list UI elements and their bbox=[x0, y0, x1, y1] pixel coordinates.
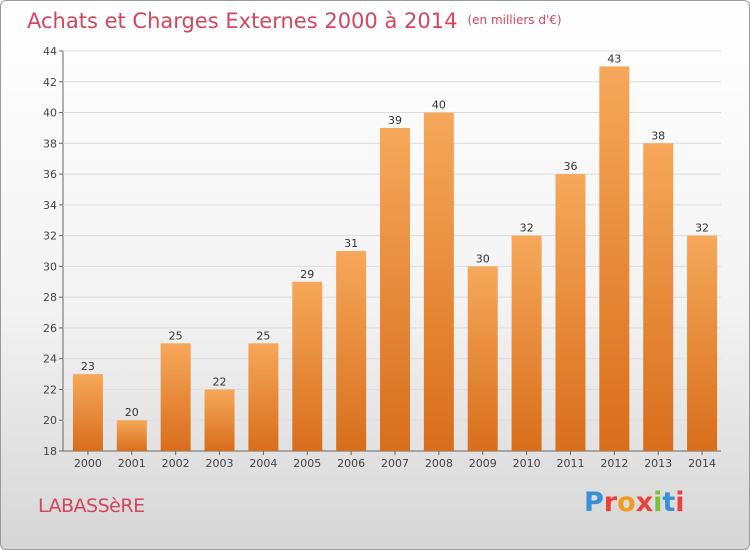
bar-value-label: 36 bbox=[563, 160, 577, 173]
bar bbox=[160, 343, 191, 451]
y-tick-label: 32 bbox=[43, 230, 57, 243]
bar-value-label: 43 bbox=[607, 52, 621, 65]
logo-letter: i bbox=[675, 487, 685, 518]
y-tick-label: 22 bbox=[43, 383, 57, 396]
bar bbox=[599, 66, 630, 451]
bar bbox=[248, 343, 279, 451]
bar bbox=[687, 235, 718, 451]
bar-value-label: 22 bbox=[213, 375, 227, 388]
x-tick-label: 2002 bbox=[162, 457, 190, 470]
x-tick-label: 2008 bbox=[425, 457, 453, 470]
chart-title: Achats et Charges Externes 2000 à 2014 (e… bbox=[27, 9, 562, 33]
y-tick-label: 44 bbox=[43, 45, 57, 58]
bar bbox=[423, 112, 454, 452]
bar-value-label: 31 bbox=[344, 237, 358, 250]
x-tick-label: 2004 bbox=[249, 457, 277, 470]
bar bbox=[292, 281, 323, 451]
y-tick-label: 18 bbox=[43, 445, 57, 458]
bar bbox=[204, 389, 235, 451]
x-tick-label: 2005 bbox=[293, 457, 321, 470]
chart-title-unit: (en milliers d'€) bbox=[467, 13, 562, 27]
x-tick-label: 2014 bbox=[688, 457, 716, 470]
x-tick-label: 2001 bbox=[118, 457, 146, 470]
bar-value-label: 30 bbox=[476, 252, 490, 265]
bar bbox=[511, 235, 542, 451]
bar bbox=[467, 266, 498, 451]
bar bbox=[116, 420, 147, 451]
logo-letter: r bbox=[603, 487, 618, 518]
x-tick-label: 2012 bbox=[600, 457, 628, 470]
y-tick-label: 30 bbox=[43, 260, 57, 273]
x-tick-label: 2010 bbox=[513, 457, 541, 470]
y-tick-label: 24 bbox=[43, 353, 57, 366]
bar-value-label: 40 bbox=[432, 99, 446, 112]
y-tick-label: 20 bbox=[43, 414, 57, 427]
x-tick-label: 2009 bbox=[469, 457, 497, 470]
x-tick-label: 2003 bbox=[206, 457, 234, 470]
x-tick-label: 2013 bbox=[644, 457, 672, 470]
logo-letter: o bbox=[617, 487, 636, 518]
bar bbox=[336, 251, 367, 451]
bar-value-label: 25 bbox=[169, 329, 183, 342]
proxiti-logo: Proxiti bbox=[584, 487, 685, 518]
bar bbox=[643, 143, 674, 452]
y-tick-label: 42 bbox=[43, 76, 57, 89]
chart-title-text: Achats et Charges Externes 2000 à 2014 bbox=[27, 9, 458, 33]
x-tick-label: 2011 bbox=[556, 457, 584, 470]
y-tick-label: 38 bbox=[43, 137, 57, 150]
y-tick-label: 28 bbox=[43, 291, 57, 304]
bar-value-label: 38 bbox=[651, 129, 665, 142]
bar-value-label: 23 bbox=[81, 360, 95, 373]
x-tick-label: 2006 bbox=[337, 457, 365, 470]
bar bbox=[380, 127, 410, 451]
x-tick-label: 2000 bbox=[74, 457, 102, 470]
bar bbox=[555, 174, 586, 452]
y-tick-label: 26 bbox=[43, 322, 57, 335]
y-tick-label: 40 bbox=[43, 107, 57, 120]
bar-value-label: 25 bbox=[256, 329, 270, 342]
logo-letter: t bbox=[662, 487, 676, 518]
logo-letter: P bbox=[584, 487, 604, 518]
y-tick-label: 34 bbox=[43, 199, 57, 212]
bar-value-label: 32 bbox=[695, 222, 709, 235]
logo-letter: x bbox=[635, 487, 654, 518]
x-tick-label: 2007 bbox=[381, 457, 409, 470]
y-tick-label: 36 bbox=[43, 168, 57, 181]
logo-letter: i bbox=[653, 487, 663, 518]
bar-value-label: 39 bbox=[388, 114, 402, 127]
commune-name: LABASSèRE bbox=[38, 495, 145, 517]
bar-value-label: 29 bbox=[300, 268, 314, 281]
bar bbox=[72, 374, 103, 451]
bar-value-label: 32 bbox=[520, 222, 534, 235]
bar-value-label: 20 bbox=[125, 406, 139, 419]
